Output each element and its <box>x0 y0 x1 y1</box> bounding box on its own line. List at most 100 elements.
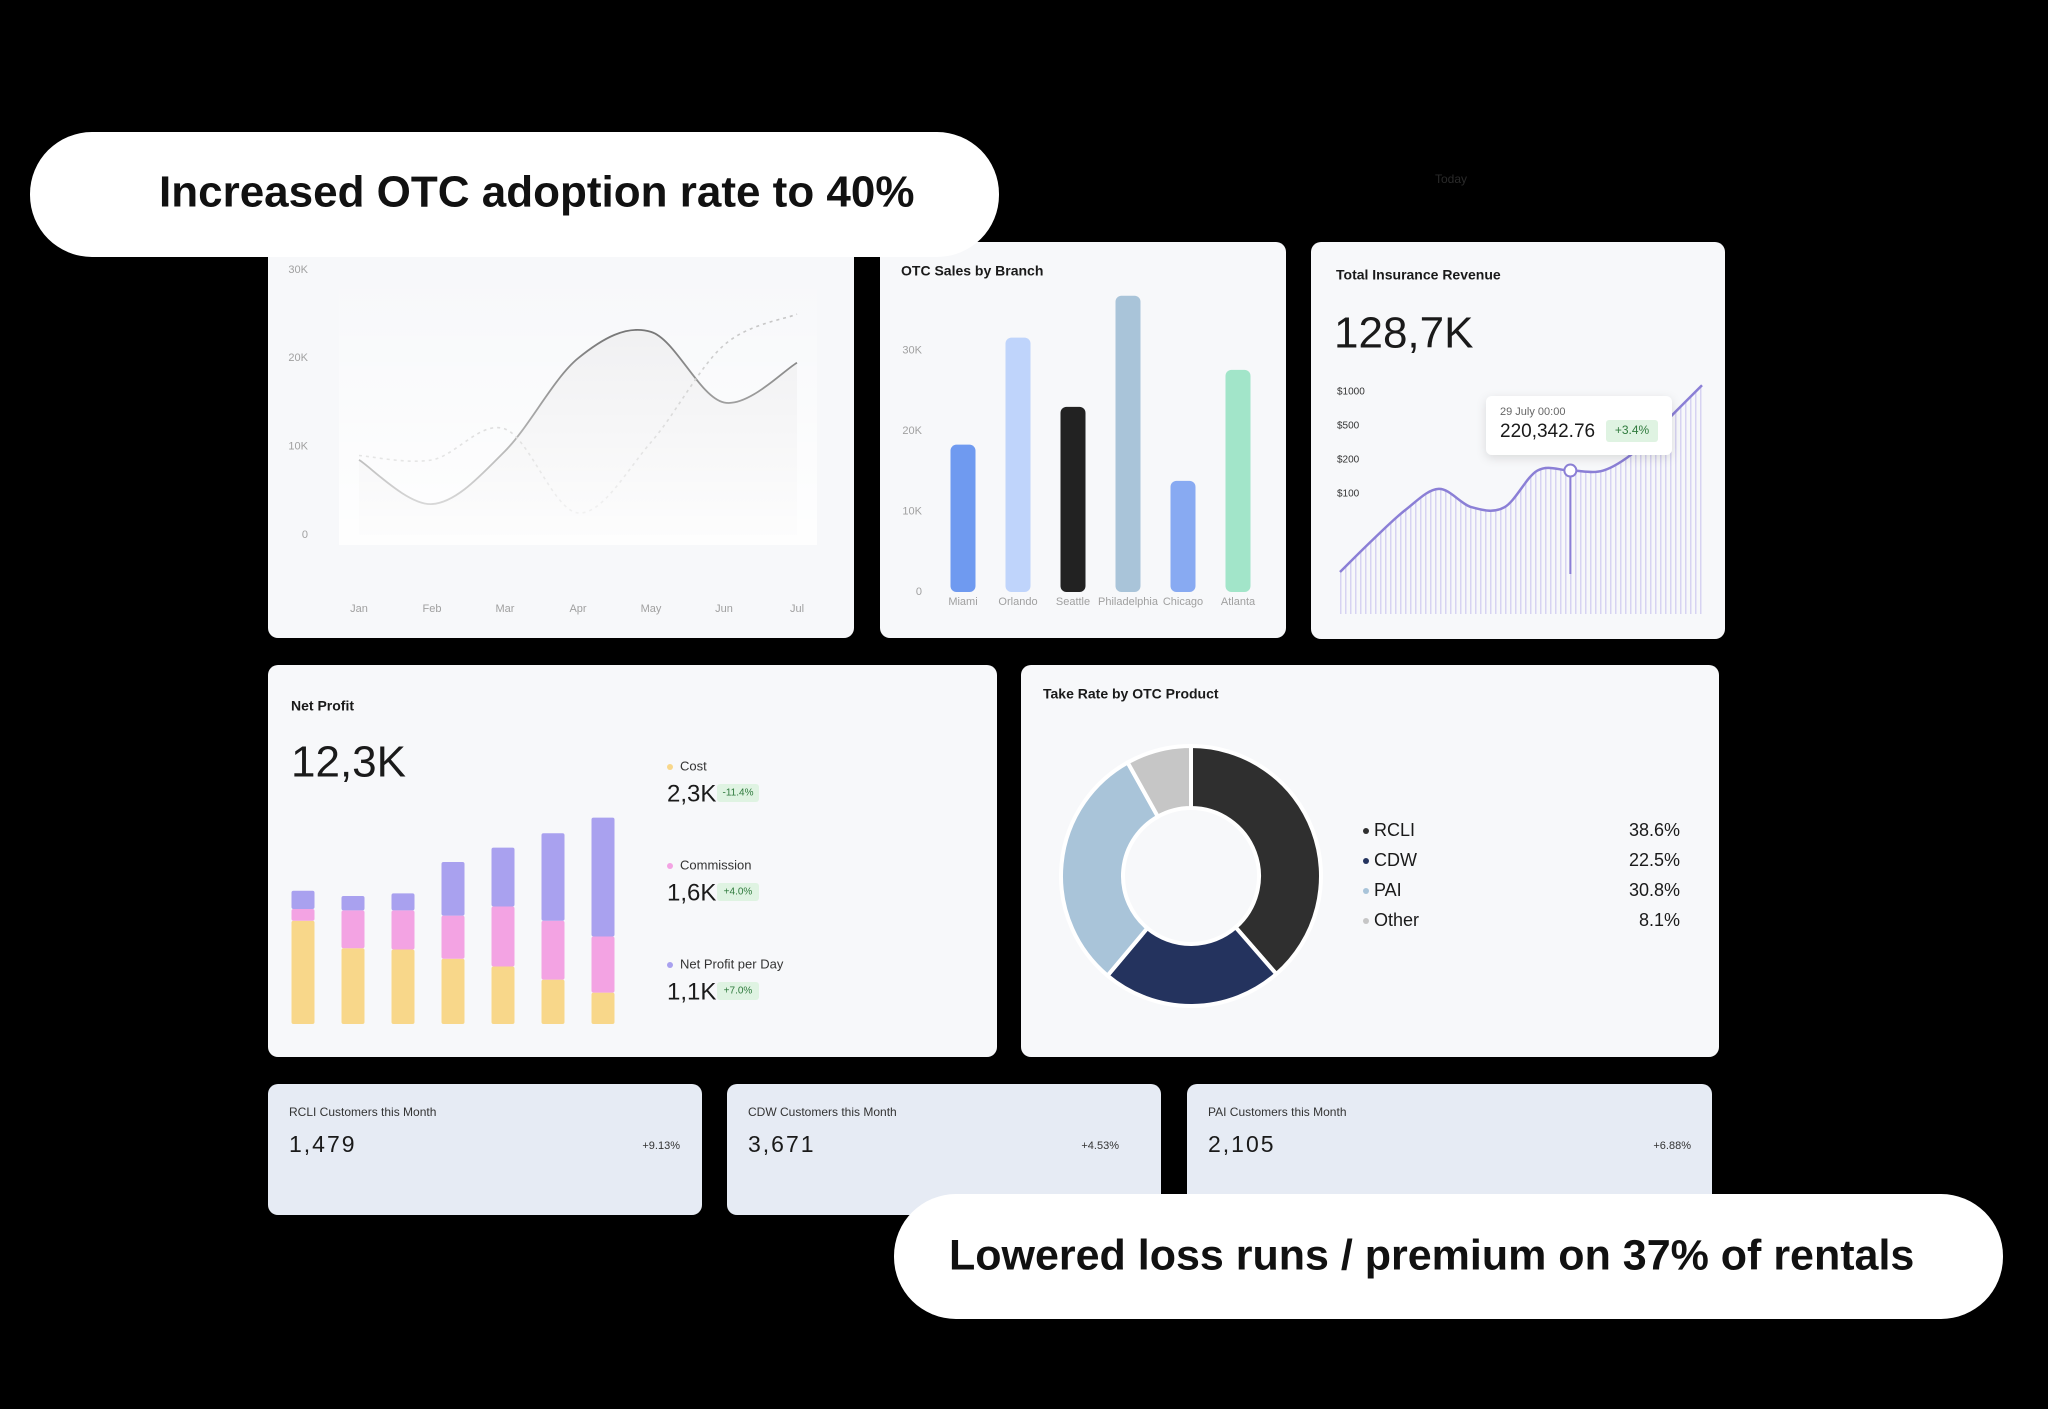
bar-segment <box>441 958 465 1024</box>
bar <box>1115 295 1141 592</box>
bar-segment <box>441 862 465 916</box>
x-tick-label: May <box>641 603 662 615</box>
change-text: +4.0% <box>724 887 753 898</box>
bar-segment <box>291 920 315 1024</box>
x-tick-label: Chicago <box>1163 596 1203 608</box>
legend-dot <box>1363 918 1369 924</box>
banner <box>30 132 999 257</box>
legend-dot <box>667 863 673 869</box>
legend-dot <box>667 764 673 770</box>
card <box>268 665 997 1057</box>
legend-value: 38.6% <box>1629 820 1680 840</box>
y-tick-label: $1000 <box>1337 387 1365 398</box>
y-tick-label: $100 <box>1337 489 1360 500</box>
x-tick-label: Apr <box>569 603 586 615</box>
legend-total: 1,6K <box>667 879 716 906</box>
donut-slice <box>1124 743 1193 820</box>
bar-segment <box>491 966 515 1024</box>
x-tick-label: Jun <box>715 603 733 615</box>
bar <box>1060 406 1086 592</box>
x-tick-label: Orlando <box>998 596 1037 608</box>
tooltip-date: 29 July 00:00 <box>1500 406 1565 418</box>
bar-segment <box>341 948 365 1024</box>
y-tick-label: 10K <box>902 505 922 517</box>
x-tick-label: Seattle <box>1056 596 1090 608</box>
legend-label: Other <box>1374 910 1419 930</box>
tooltip-value: 220,342.76 <box>1500 421 1595 442</box>
x-tick-label: Mar <box>496 603 515 615</box>
change-badge <box>717 883 759 901</box>
bar-segment <box>341 910 365 949</box>
banner-text: Lowered loss runs / premium on 37% of re… <box>949 1231 1914 1279</box>
area-fade <box>339 270 817 545</box>
kpi-title: CDW Customers this Month <box>748 1105 897 1119</box>
donut-slice <box>1104 924 1280 1008</box>
banner <box>894 1194 2003 1319</box>
kpi-card <box>268 1084 702 1215</box>
change-badge <box>717 784 759 802</box>
y-tick-label: 30K <box>288 264 308 276</box>
kpi-card <box>1187 1084 1712 1215</box>
legend-total: 1,1K <box>667 978 716 1005</box>
y-tick-label: 10K <box>288 441 308 453</box>
kpi-title: RCLI Customers this Month <box>289 1105 436 1119</box>
y-tick-label: 20K <box>902 425 922 437</box>
kpi-value: 1,479 <box>289 1131 357 1157</box>
bar-segment <box>441 915 465 959</box>
bar-segment <box>591 992 615 1024</box>
legend-label: PAI <box>1374 880 1402 900</box>
kpi-value: 2,105 <box>1208 1131 1276 1157</box>
y-tick-label: $500 <box>1337 421 1360 432</box>
change-badge <box>717 982 759 1000</box>
x-tick-label: Miami <box>948 596 977 608</box>
change-text: +3.4% <box>1615 423 1650 437</box>
legend-value: 22.5% <box>1629 850 1680 870</box>
bar-segment <box>491 906 515 967</box>
bar-segment <box>591 817 615 937</box>
bar-segment <box>541 920 565 980</box>
legend-value: 30.8% <box>1629 880 1680 900</box>
bar-segment <box>341 895 365 911</box>
hover-point <box>1563 463 1578 478</box>
kpi-change: +9.13% <box>642 1140 680 1152</box>
bar-segment <box>291 909 315 921</box>
y-tick-label: 0 <box>302 529 308 541</box>
banner-text: Increased OTC adoption rate to 40% <box>159 168 915 217</box>
card-title: Take Rate by OTC Product <box>1043 686 1219 702</box>
bar-segment <box>291 890 315 910</box>
legend-label: CDW <box>1374 850 1417 870</box>
header-hint: Today <box>1435 172 1467 186</box>
change-text: -11.4% <box>723 788 754 799</box>
legend-label: Cost <box>680 758 707 773</box>
bar-segment <box>541 979 565 1024</box>
donut-slice <box>1059 759 1161 979</box>
kpi-change: +4.53% <box>1081 1140 1119 1152</box>
bar-segment <box>591 936 615 993</box>
kpi-change: +6.88% <box>1653 1140 1691 1152</box>
change-badge <box>1606 420 1658 442</box>
x-tick-label: Atlanta <box>1221 596 1256 608</box>
headline-value: 128,7K <box>1334 309 1473 358</box>
y-tick-label: $200 <box>1337 455 1360 466</box>
kpi-value: 3,671 <box>748 1131 816 1157</box>
bar-segment <box>541 833 565 921</box>
legend-label: RCLI <box>1374 820 1415 840</box>
bar-segment <box>391 893 415 911</box>
x-tick-label: Feb <box>423 603 442 615</box>
x-tick-label: Jan <box>350 603 368 615</box>
donut-slice <box>1189 743 1324 977</box>
legend-value: 8.1% <box>1639 910 1680 930</box>
bar <box>1225 369 1251 592</box>
bar-segment <box>391 910 415 950</box>
line-area <box>1340 385 1702 614</box>
y-tick-label: 30K <box>902 344 922 356</box>
legend-dot <box>1363 858 1369 864</box>
legend-dot <box>1363 828 1369 834</box>
card-title: Total Insurance Revenue <box>1336 267 1501 283</box>
x-tick-label: Philadelphia <box>1098 596 1159 608</box>
bar <box>1005 337 1031 592</box>
legend-label: Commission <box>680 857 752 872</box>
card-title: Net Profit <box>291 698 354 714</box>
kpi-card <box>727 1084 1161 1215</box>
